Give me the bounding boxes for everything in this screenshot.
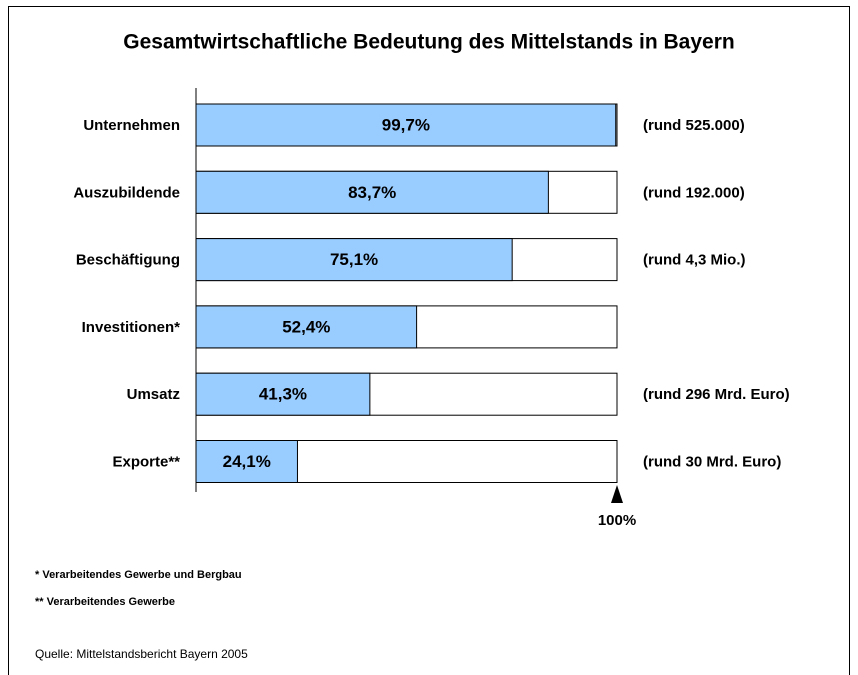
tick-marker: [611, 485, 623, 503]
annotation: (rund 4,3 Mio.): [643, 252, 746, 269]
value-label: 24,1%: [223, 452, 271, 471]
chart-title: Gesamtwirtschaftliche Bedeutung des Mitt…: [123, 31, 734, 54]
bar: [195, 372, 371, 416]
category-label: Beschäftigung: [76, 252, 180, 269]
bar: [195, 103, 617, 147]
footnote: * Verarbeitendes Gewerbe und Bergbau: [35, 569, 242, 581]
source: Quelle: Mittelstandsbericht Bayern 2005: [35, 647, 248, 661]
category-label: Unternehmen: [83, 117, 180, 134]
value-label: 52,4%: [282, 317, 330, 336]
annotation: (rund 296 Mrd. Euro): [643, 386, 790, 403]
category-label: Auszubildende: [73, 184, 180, 201]
annotation: (rund 30 Mrd. Euro): [643, 453, 781, 470]
category-label: Exporte**: [112, 453, 180, 470]
footnote: ** Verarbeitendes Gewerbe: [35, 596, 175, 608]
category-label: Umsatz: [127, 386, 180, 403]
value-label: 83,7%: [348, 183, 396, 202]
bar: [195, 440, 298, 483]
value-label: 99,7%: [382, 115, 430, 134]
value-label: 75,1%: [330, 250, 378, 269]
category-label: Investitionen*: [82, 319, 181, 336]
bar: [195, 305, 418, 349]
value-label: 41,3%: [259, 385, 307, 404]
x-tick-label: 100%: [598, 512, 636, 529]
annotation: (rund 192.000): [643, 184, 745, 201]
annotation: (rund 525.000): [643, 117, 745, 134]
